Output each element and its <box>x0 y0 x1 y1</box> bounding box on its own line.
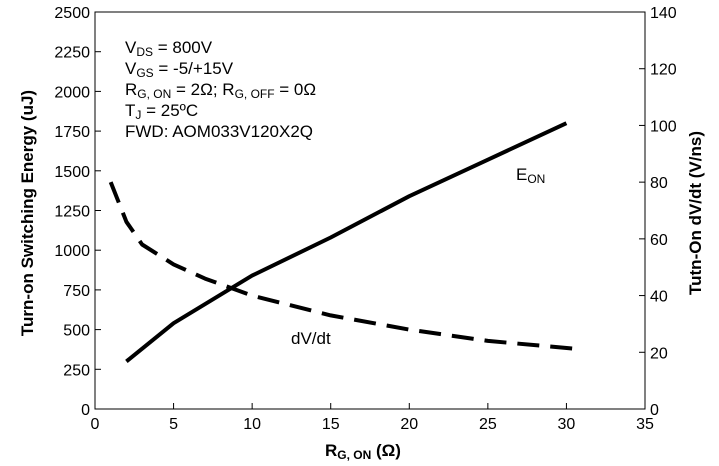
condition-main: T <box>125 101 135 120</box>
condition-rest: = 800V <box>153 38 213 57</box>
condition-line: RG, ON = 2Ω; RG, OFF = 0Ω <box>125 80 316 101</box>
condition-main: V <box>125 38 137 57</box>
left-tick-label: 250 <box>63 362 90 379</box>
x-tick-label: 10 <box>243 416 261 433</box>
left-tick-label: 2500 <box>54 5 90 22</box>
series-layer <box>108 121 583 363</box>
labels-layer: EON dV/dt <box>291 165 545 348</box>
left-tick-label: 1500 <box>54 164 90 181</box>
condition-rest: = 2Ω; R <box>171 80 234 99</box>
condition-rest: = 25ºC <box>141 101 198 120</box>
condition-sub2: G, OFF <box>235 87 275 101</box>
condition-sub: GS <box>136 66 153 80</box>
left-tick-label: 500 <box>63 323 90 340</box>
condition-rest2: = 0Ω <box>275 80 317 99</box>
x-axis-title: RG, ON (Ω) <box>325 441 401 462</box>
left-tick-label: 1250 <box>54 204 90 221</box>
x-axis-title-unit: (Ω) <box>371 441 401 460</box>
left-tick-label: 1750 <box>54 124 90 141</box>
x-tick-label: 15 <box>322 416 340 433</box>
left-tick-label: 750 <box>63 283 90 300</box>
right-axis-title: Tutn-On dV/dt (V/ns) <box>686 131 705 295</box>
condition-sub: DS <box>136 45 153 59</box>
left-tick-label: 2250 <box>54 45 90 62</box>
series-label-eon-main: E <box>516 165 527 184</box>
condition-rest: = -5/+15V <box>154 59 234 78</box>
x-tick-label: 30 <box>558 416 576 433</box>
condition-line: FWD: AOM033V120X2Q <box>125 122 313 141</box>
right-tick-label: 60 <box>650 232 668 249</box>
condition-sub: J <box>135 108 141 122</box>
series-dv-dt-line <box>108 181 583 352</box>
right-tick-label: 140 <box>650 5 677 22</box>
right-tick-label: 0 <box>650 402 659 419</box>
x-tick-label: 25 <box>479 416 497 433</box>
condition-main: R <box>125 80 137 99</box>
series-label-eon-sub: ON <box>527 172 545 186</box>
x-tick-label: 20 <box>400 416 418 433</box>
series-label-eon: EON <box>516 165 545 186</box>
x-tick-label: 5 <box>169 416 178 433</box>
conditions-background <box>117 33 402 143</box>
series-eon-line <box>125 121 568 363</box>
condition-line: VDS = 800V <box>125 38 213 59</box>
condition-main: FWD: AOM033V120X2Q <box>125 122 313 141</box>
condition-main: V <box>125 59 137 78</box>
left-tick-label: 1000 <box>54 243 90 260</box>
series-label-dvdt: dV/dt <box>291 329 331 348</box>
x-axis-ticks: 0 5 10 15 20 25 30 35 <box>91 403 654 433</box>
right-tick-label: 80 <box>650 175 668 192</box>
x-axis-title-main: R <box>325 441 337 460</box>
x-tick-label: 0 <box>91 416 100 433</box>
condition-sub: G, ON <box>137 87 171 101</box>
condition-line: TJ = 25ºC <box>125 101 198 122</box>
left-tick-label: 2000 <box>54 84 90 101</box>
left-axis-ticks: 0 250 500 750 1000 1250 1500 1750 2000 2250 2500 <box>54 5 101 419</box>
right-tick-label: 100 <box>650 118 677 135</box>
right-tick-label: 20 <box>650 345 668 362</box>
right-tick-label: 120 <box>650 62 677 79</box>
left-axis-title: Turn-on Switching Energy (uJ) <box>18 90 37 336</box>
x-tick-label: 35 <box>636 416 654 433</box>
right-tick-label: 40 <box>650 289 668 306</box>
right-axis-ticks: 0 20 40 60 80 100 120 140 <box>639 5 677 419</box>
x-axis-title-sub: G, ON <box>337 448 371 462</box>
left-tick-label: 0 <box>81 402 90 419</box>
condition-line: VGS = -5/+15V <box>125 59 234 80</box>
